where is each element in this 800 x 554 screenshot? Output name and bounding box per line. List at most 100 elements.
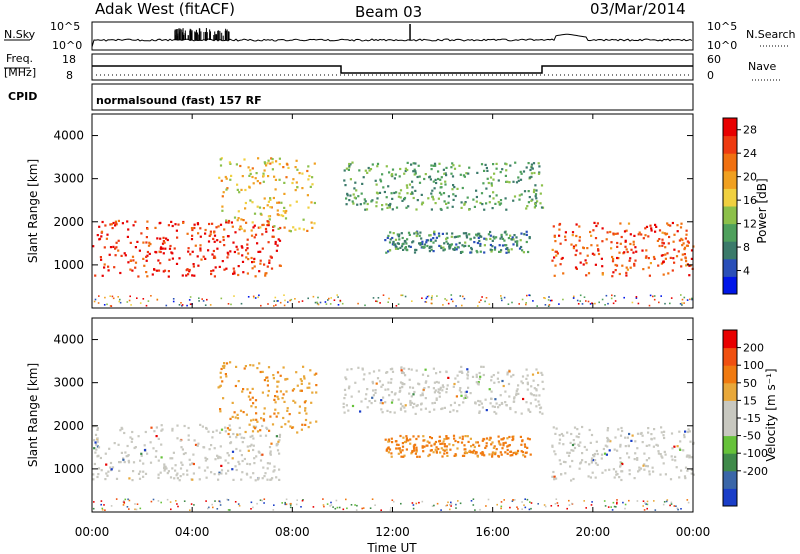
data-cell: [253, 224, 256, 227]
data-cell: [405, 206, 408, 209]
noise-cell: [543, 297, 545, 299]
data-cell: [466, 373, 469, 376]
data-cell: [156, 237, 159, 240]
y-tick-label: 4000: [53, 129, 84, 143]
data-cell: [220, 464, 223, 467]
data-cell: [404, 410, 407, 413]
data-cell: [357, 366, 360, 369]
data-cell: [252, 437, 255, 440]
data-cell: [490, 379, 493, 382]
data-cell: [232, 432, 235, 436]
data-cell: [300, 428, 303, 431]
data-cell: [298, 405, 301, 408]
data-cell: [524, 445, 527, 448]
noise-cell: [415, 502, 418, 505]
data-cell: [251, 201, 254, 204]
data-cell: [271, 168, 274, 171]
data-cell: [531, 373, 535, 376]
data-cell: [669, 478, 673, 481]
data-cell: [405, 439, 408, 442]
data-cell: [247, 166, 250, 169]
data-cell: [176, 236, 179, 239]
data-cell: [570, 432, 573, 436]
noise-cell: [624, 507, 626, 510]
data-cell: [443, 452, 446, 455]
data-cell: [385, 449, 388, 452]
data-cell: [344, 393, 347, 396]
data-cell: [483, 244, 486, 247]
data-cell: [424, 397, 427, 400]
data-cell: [606, 440, 609, 443]
data-cell: [399, 449, 402, 452]
data-cell: [415, 208, 418, 211]
colorbar-tick-label: -200: [743, 465, 768, 478]
data-cell: [191, 274, 194, 277]
data-cell: [492, 197, 495, 200]
data-cell: [109, 466, 112, 469]
data-cell: [157, 473, 160, 476]
data-cell: [387, 250, 390, 253]
noise-cell: [150, 500, 153, 503]
data-cell: [616, 245, 619, 248]
data-cell: [184, 452, 187, 455]
data-cell: [527, 201, 530, 204]
data-cell: [371, 380, 374, 383]
data-cell: [180, 446, 183, 449]
data-cell: [434, 239, 437, 242]
data-cell: [632, 251, 635, 254]
noise-cell: [401, 294, 404, 297]
noise-cell: [525, 303, 527, 306]
data-cell: [601, 273, 604, 276]
data-cell: [310, 401, 313, 404]
noise-cell: [477, 305, 479, 307]
noise-cell: [646, 500, 649, 503]
data-cell: [653, 437, 656, 440]
data-cell: [619, 457, 622, 460]
data-cell: [429, 245, 432, 248]
data-cell: [300, 382, 303, 385]
noise-cell: [101, 509, 104, 511]
data-cell: [155, 251, 158, 254]
noise-cell: [530, 502, 533, 504]
data-cell: [428, 453, 431, 456]
data-cell: [354, 181, 357, 184]
data-cell: [460, 206, 463, 209]
data-cell: [443, 445, 446, 448]
data-cell: [268, 446, 272, 449]
data-cell: [499, 237, 502, 240]
noise-cell: [330, 504, 333, 506]
data-cell: [182, 221, 185, 224]
data-cell: [515, 181, 519, 184]
data-cell: [432, 451, 435, 454]
data-cell: [344, 376, 347, 379]
data-cell: [666, 222, 669, 225]
data-cell: [270, 442, 273, 445]
data-cell: [446, 206, 449, 209]
data-cell: [199, 249, 202, 252]
data-cell: [633, 264, 636, 267]
colorbar-swatch: [723, 118, 737, 137]
data-cell: [454, 454, 458, 457]
data-cell: [480, 163, 484, 166]
data-cell: [554, 432, 557, 435]
data-cell: [412, 162, 415, 165]
data-cell: [387, 185, 390, 188]
data-cell: [620, 478, 623, 482]
data-cell: [468, 449, 472, 452]
noise-cell: [526, 294, 528, 297]
data-cell: [212, 430, 215, 433]
data-cell: [634, 452, 637, 455]
data-cell: [232, 267, 235, 270]
noise-cell: [201, 298, 203, 300]
data-cell: [217, 386, 220, 389]
noise-cell: [445, 299, 448, 302]
data-cell: [390, 174, 393, 177]
data-cell: [626, 268, 629, 271]
data-cell: [409, 245, 412, 248]
data-cell: [115, 222, 118, 225]
data-cell: [372, 370, 376, 373]
data-cell: [221, 205, 224, 208]
data-cell: [235, 163, 238, 166]
data-cell: [268, 261, 271, 264]
noise-cell: [327, 299, 329, 301]
